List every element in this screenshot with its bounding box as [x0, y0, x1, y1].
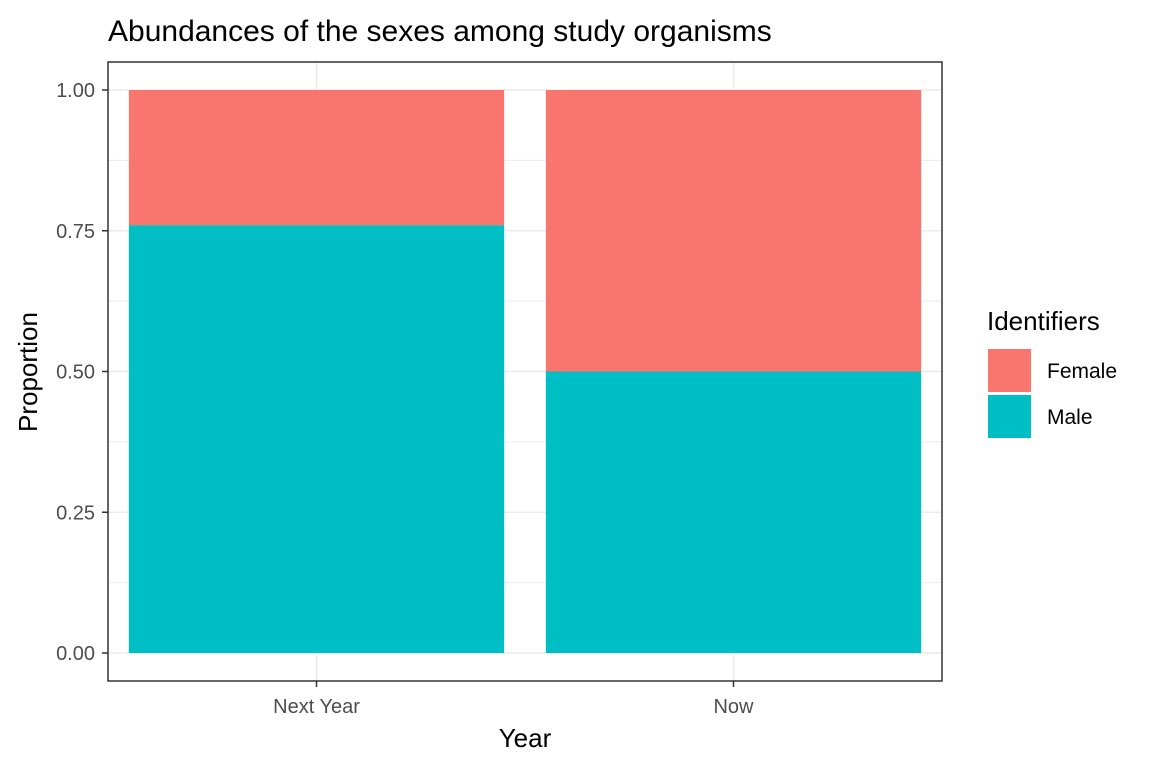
- bar-male: [128, 225, 505, 653]
- legend-items: Female Male: [988, 349, 1117, 438]
- x-tick-label: Next Year: [273, 696, 360, 718]
- y-tick-label: 1.00: [56, 80, 95, 102]
- y-tick-label: 0.00: [56, 643, 95, 665]
- legend-swatch-female: [988, 349, 1031, 392]
- x-axis-title: Year: [499, 723, 552, 753]
- legend-swatch-male: [988, 395, 1031, 438]
- chart-title: Abundances of the sexes among study orga…: [108, 15, 772, 48]
- y-tick-label: 0.25: [56, 502, 95, 524]
- bar-male: [545, 371, 922, 653]
- x-tick-label: Now: [713, 696, 754, 718]
- legend-label-male: Male: [1047, 406, 1093, 429]
- legend: Identifiers Female Male: [987, 306, 1117, 438]
- y-axis: 0.00 0.25 0.50 0.75 1.00: [56, 80, 108, 665]
- bar-female: [128, 90, 505, 226]
- legend-label-female: Female: [1047, 360, 1117, 383]
- y-tick-label: 0.75: [56, 221, 95, 243]
- y-axis-title: Proportion: [13, 312, 43, 432]
- bar-female: [545, 90, 922, 372]
- legend-title: Identifiers: [987, 306, 1100, 336]
- bars: [128, 90, 922, 653]
- x-axis: Next Year Now: [273, 681, 754, 718]
- plot-panel: [107, 61, 943, 682]
- y-tick-label: 0.50: [56, 362, 95, 384]
